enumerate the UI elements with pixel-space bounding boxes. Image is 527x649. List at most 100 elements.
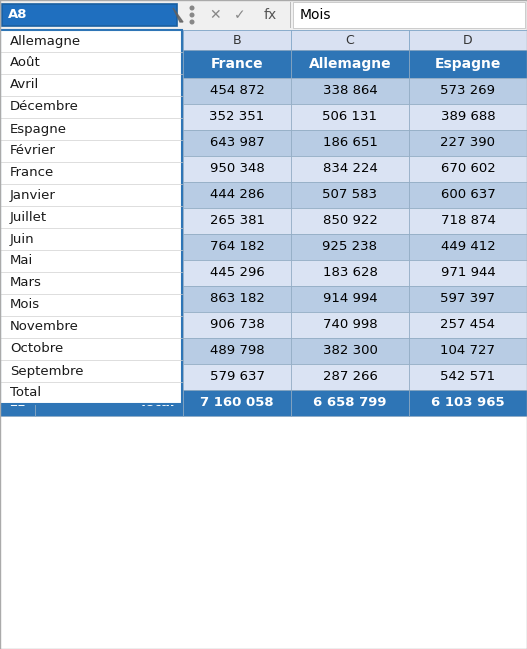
Text: Août: Août [10,56,41,69]
Circle shape [190,20,194,24]
Text: 573 269: 573 269 [441,84,495,97]
Bar [183,130,291,156]
Bar [35,104,183,130]
Text: 740 998: 740 998 [323,319,377,332]
Text: Janvier: Janvier [10,188,56,201]
Bar [409,30,527,50]
Text: Total: Total [10,387,41,400]
Text: 489 798: 489 798 [210,345,265,358]
Text: Août: Août [144,267,175,280]
Bar [409,390,527,416]
Text: ✓: ✓ [234,8,246,22]
Text: Octobre: Octobre [122,319,175,332]
Bar [35,364,183,390]
Bar [0,78,35,104]
Bar [409,338,527,364]
Text: 506 131: 506 131 [323,110,377,123]
Bar [183,286,291,312]
Bar [291,234,409,260]
Bar [183,156,291,182]
Text: 18: 18 [11,320,25,330]
Circle shape [190,13,194,17]
Text: 19: 19 [11,346,25,356]
Bar [409,208,527,234]
Text: 6 658 799: 6 658 799 [313,397,387,410]
Bar [409,286,527,312]
Text: Novembre: Novembre [10,321,79,334]
Bar [0,30,35,50]
Bar [0,208,35,234]
Text: 104 727: 104 727 [441,345,495,358]
Bar [409,260,527,286]
Text: Allemagne: Allemagne [309,57,392,71]
Text: 287 266: 287 266 [323,371,377,384]
Bar [0,156,35,182]
Text: Février: Février [10,145,56,158]
Bar [35,156,183,182]
Text: A8: A8 [8,8,27,21]
Circle shape [190,6,194,10]
Text: 338 864: 338 864 [323,84,377,97]
Bar [0,0,527,30]
Bar [35,30,183,50]
Text: 850 922: 850 922 [323,215,377,228]
Text: 643 987: 643 987 [210,136,265,149]
Bar [183,260,291,286]
Bar [293,2,525,28]
Bar [409,130,527,156]
Bar [291,312,409,338]
Bar [290,2,291,28]
Text: Mai: Mai [10,254,33,267]
Text: Octobre: Octobre [10,343,63,356]
Text: 670 602: 670 602 [441,162,495,175]
Bar [291,30,409,50]
Text: Février: Février [129,110,175,123]
Text: Juillet: Juillet [10,210,47,223]
Text: Mai: Mai [152,188,175,201]
Text: Septembre: Septembre [10,365,83,378]
Bar [0,234,35,260]
Text: 449 412: 449 412 [441,241,495,254]
Text: 950 348: 950 348 [210,162,265,175]
Text: Mois: Mois [10,299,40,312]
Bar [0,30,527,50]
Bar [291,286,409,312]
Text: Mois: Mois [300,8,331,22]
Polygon shape [173,8,183,22]
Bar [291,130,409,156]
Bar [183,338,291,364]
Text: 834 224: 834 224 [323,162,377,175]
Text: fx: fx [264,8,277,22]
Bar [35,286,183,312]
Bar [409,156,527,182]
Text: 7 160 058: 7 160 058 [200,397,274,410]
Text: Total: Total [139,397,175,410]
Text: Décembre: Décembre [106,371,175,384]
Bar [183,30,291,50]
Text: Juin: Juin [10,232,35,245]
Bar [291,50,409,78]
Text: 13: 13 [11,190,24,200]
Text: 445 296: 445 296 [210,267,265,280]
Bar [0,364,35,390]
Text: France: France [10,167,54,180]
Bar [409,78,527,104]
Bar [35,208,183,234]
Text: 971 944: 971 944 [441,267,495,280]
Bar [183,50,291,78]
Bar [35,182,183,208]
Text: 718 874: 718 874 [441,215,495,228]
Bar [291,364,409,390]
Text: 352 351: 352 351 [209,110,265,123]
Bar [409,234,527,260]
Text: 389 688: 389 688 [441,110,495,123]
Bar [291,338,409,364]
Text: Juin: Juin [150,215,175,228]
Text: 454 872: 454 872 [210,84,265,97]
Text: Juillet: Juillet [138,241,175,254]
Text: 227 390: 227 390 [441,136,495,149]
Bar [0,130,35,156]
Bar [183,364,291,390]
Text: 764 182: 764 182 [210,241,265,254]
Bar [0,30,182,404]
